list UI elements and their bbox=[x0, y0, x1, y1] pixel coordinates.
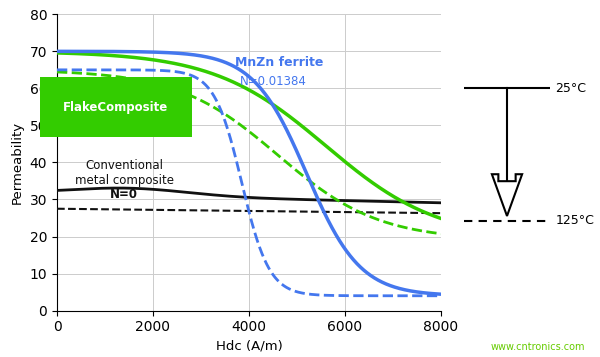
FancyArrow shape bbox=[492, 174, 522, 216]
Text: FlakeComposite: FlakeComposite bbox=[63, 101, 169, 114]
Text: www.cntronics.com: www.cntronics.com bbox=[491, 342, 585, 352]
X-axis label: Hdc (A/m): Hdc (A/m) bbox=[215, 340, 283, 353]
Text: Conventional: Conventional bbox=[85, 159, 163, 172]
Text: 25°C: 25°C bbox=[556, 82, 587, 95]
Text: 125°C: 125°C bbox=[556, 214, 595, 227]
Text: N=0.01091: N=0.01091 bbox=[76, 125, 143, 138]
Y-axis label: Permeability: Permeability bbox=[11, 121, 24, 204]
Text: N=0.01384: N=0.01384 bbox=[241, 75, 307, 88]
Text: N=0: N=0 bbox=[110, 188, 138, 201]
Text: metal composite: metal composite bbox=[75, 174, 174, 186]
Text: MnZn ferrite: MnZn ferrite bbox=[235, 56, 323, 69]
